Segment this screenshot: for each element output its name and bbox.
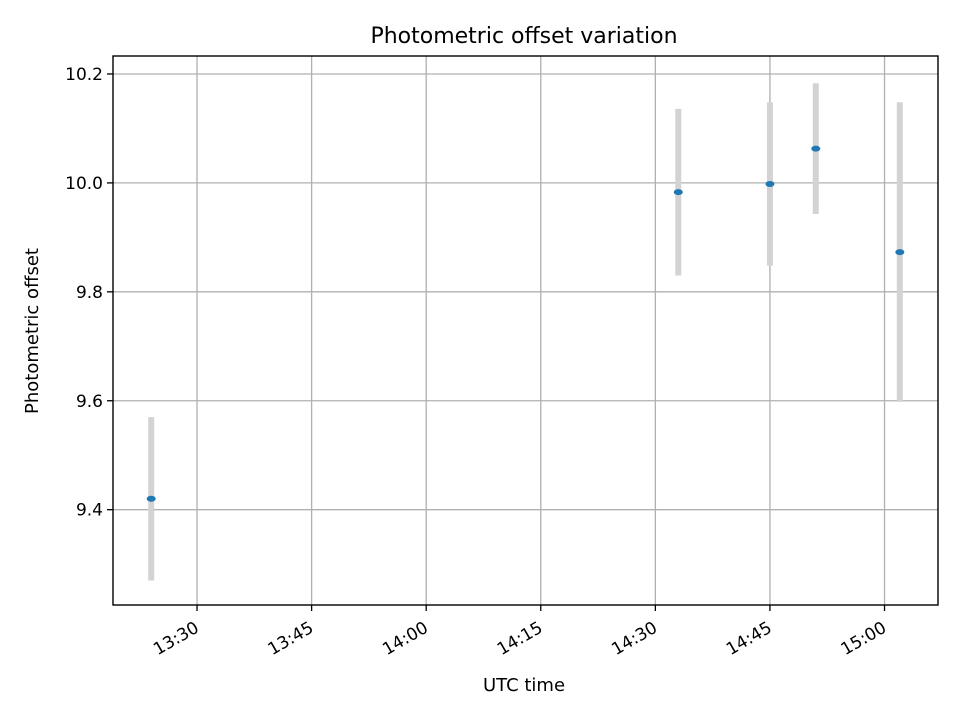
chart-title: Photometric offset variation [370, 24, 677, 49]
y-tick-label: 10.2 [65, 65, 103, 85]
y-axis-label: Photometric offset [22, 248, 43, 414]
grid [113, 56, 938, 605]
y-tick-label: 9.6 [76, 392, 103, 412]
plot-frame [112, 55, 939, 606]
data-point [811, 145, 821, 152]
y-axis-ticks: 9.4 9.6 9.8 10.0 10.2 [65, 65, 113, 521]
data-point [146, 495, 156, 502]
data-points [146, 145, 905, 502]
data-point [673, 189, 683, 196]
data-point [895, 249, 905, 256]
y-tick-label: 10.0 [65, 174, 103, 194]
x-axis-label: UTC time [483, 675, 565, 696]
y-tick-label: 9.4 [76, 501, 103, 521]
data-point [765, 180, 775, 187]
y-tick-label: 9.8 [76, 283, 103, 303]
